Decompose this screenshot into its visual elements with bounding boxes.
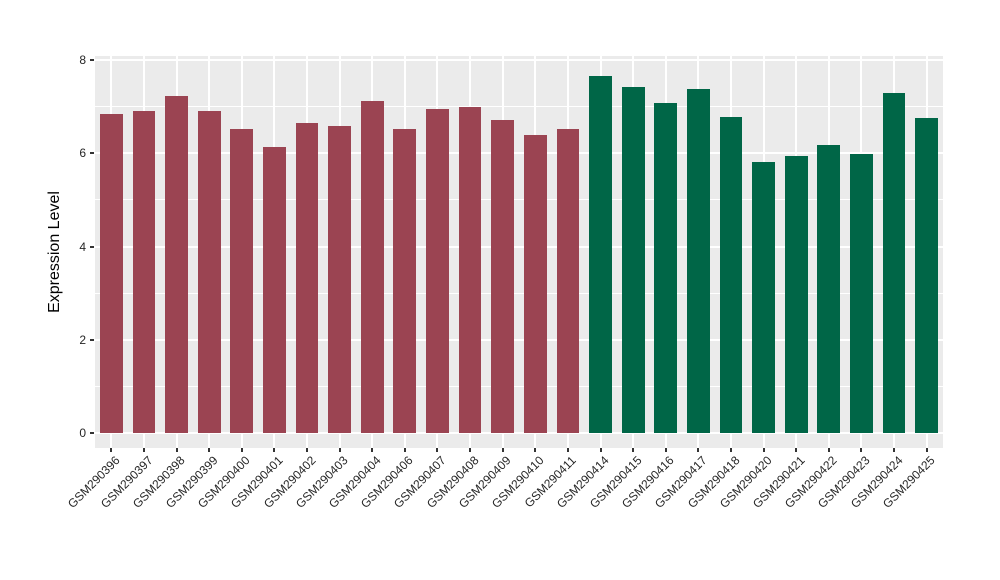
x-axis-tick [599, 448, 602, 452]
gridline-minor-horizontal [95, 106, 943, 108]
y-axis-tick-label: 8 [79, 53, 86, 67]
y-axis-tick [90, 245, 94, 248]
gridline-minor-horizontal [95, 385, 943, 387]
x-axis-tick [175, 448, 178, 452]
bar [426, 108, 449, 433]
x-axis-tick [403, 448, 406, 452]
bar [328, 126, 352, 433]
y-axis-tick [90, 59, 94, 61]
x-axis-tick [632, 448, 635, 452]
bar [686, 88, 710, 433]
x-axis-tick [534, 448, 537, 452]
x-axis-tick [795, 448, 798, 452]
bar [621, 86, 645, 433]
bar [295, 122, 319, 433]
bar [784, 155, 808, 433]
bar [523, 135, 547, 433]
x-axis-tick [273, 448, 276, 452]
y-axis-tick [90, 432, 94, 434]
bar [752, 161, 776, 433]
bar [360, 101, 384, 433]
x-axis-tick [240, 448, 243, 452]
y-axis-tick-label: 0 [79, 426, 86, 440]
x-axis-tick [925, 448, 928, 452]
y-axis-tick-label: 2 [79, 332, 86, 347]
gridline-major-horizontal [95, 338, 943, 341]
bar [850, 154, 873, 433]
bar [262, 147, 286, 433]
y-axis-tick [90, 152, 94, 155]
bar [165, 96, 188, 433]
bar [589, 75, 612, 433]
y-axis-tick-label: 4 [79, 239, 86, 254]
gridline-major-horizontal [95, 432, 943, 434]
bar [654, 102, 678, 433]
gridline-major-horizontal [95, 245, 943, 248]
x-axis-tick [697, 448, 700, 452]
x-axis-tick [306, 448, 308, 452]
y-axis-tick-label: 6 [79, 146, 86, 161]
x-axis-tick [893, 448, 896, 452]
x-axis-tick [566, 448, 569, 452]
x-axis-tick [501, 448, 504, 452]
bar [882, 93, 906, 433]
x-axis-tick [762, 448, 765, 452]
x-axis-tick [730, 448, 732, 452]
gridline-minor-horizontal [95, 199, 943, 201]
bar [458, 106, 482, 433]
bar [99, 113, 123, 433]
x-axis-tick [469, 448, 472, 452]
y-axis-tick [90, 338, 94, 341]
bar [491, 120, 515, 433]
x-axis-tick [860, 448, 863, 452]
bar [556, 128, 580, 433]
x-axis-tick [338, 448, 341, 452]
bar [230, 129, 254, 433]
gridline-minor-horizontal [95, 292, 943, 294]
x-axis-tick [664, 448, 667, 452]
bar [915, 117, 939, 433]
gridline-major-horizontal [95, 59, 943, 61]
bar [132, 111, 156, 433]
x-axis-tick [436, 448, 439, 452]
x-axis-tick [110, 448, 113, 452]
x-axis-tick [371, 448, 374, 452]
gridline-major-horizontal [95, 152, 943, 155]
bar [817, 144, 841, 433]
x-axis-tick [208, 448, 211, 452]
bar [197, 111, 221, 433]
bar [393, 128, 417, 433]
bar [719, 117, 743, 433]
x-axis-tick [142, 448, 145, 452]
plot-panel [95, 56, 943, 448]
x-axis-tick [827, 448, 830, 452]
